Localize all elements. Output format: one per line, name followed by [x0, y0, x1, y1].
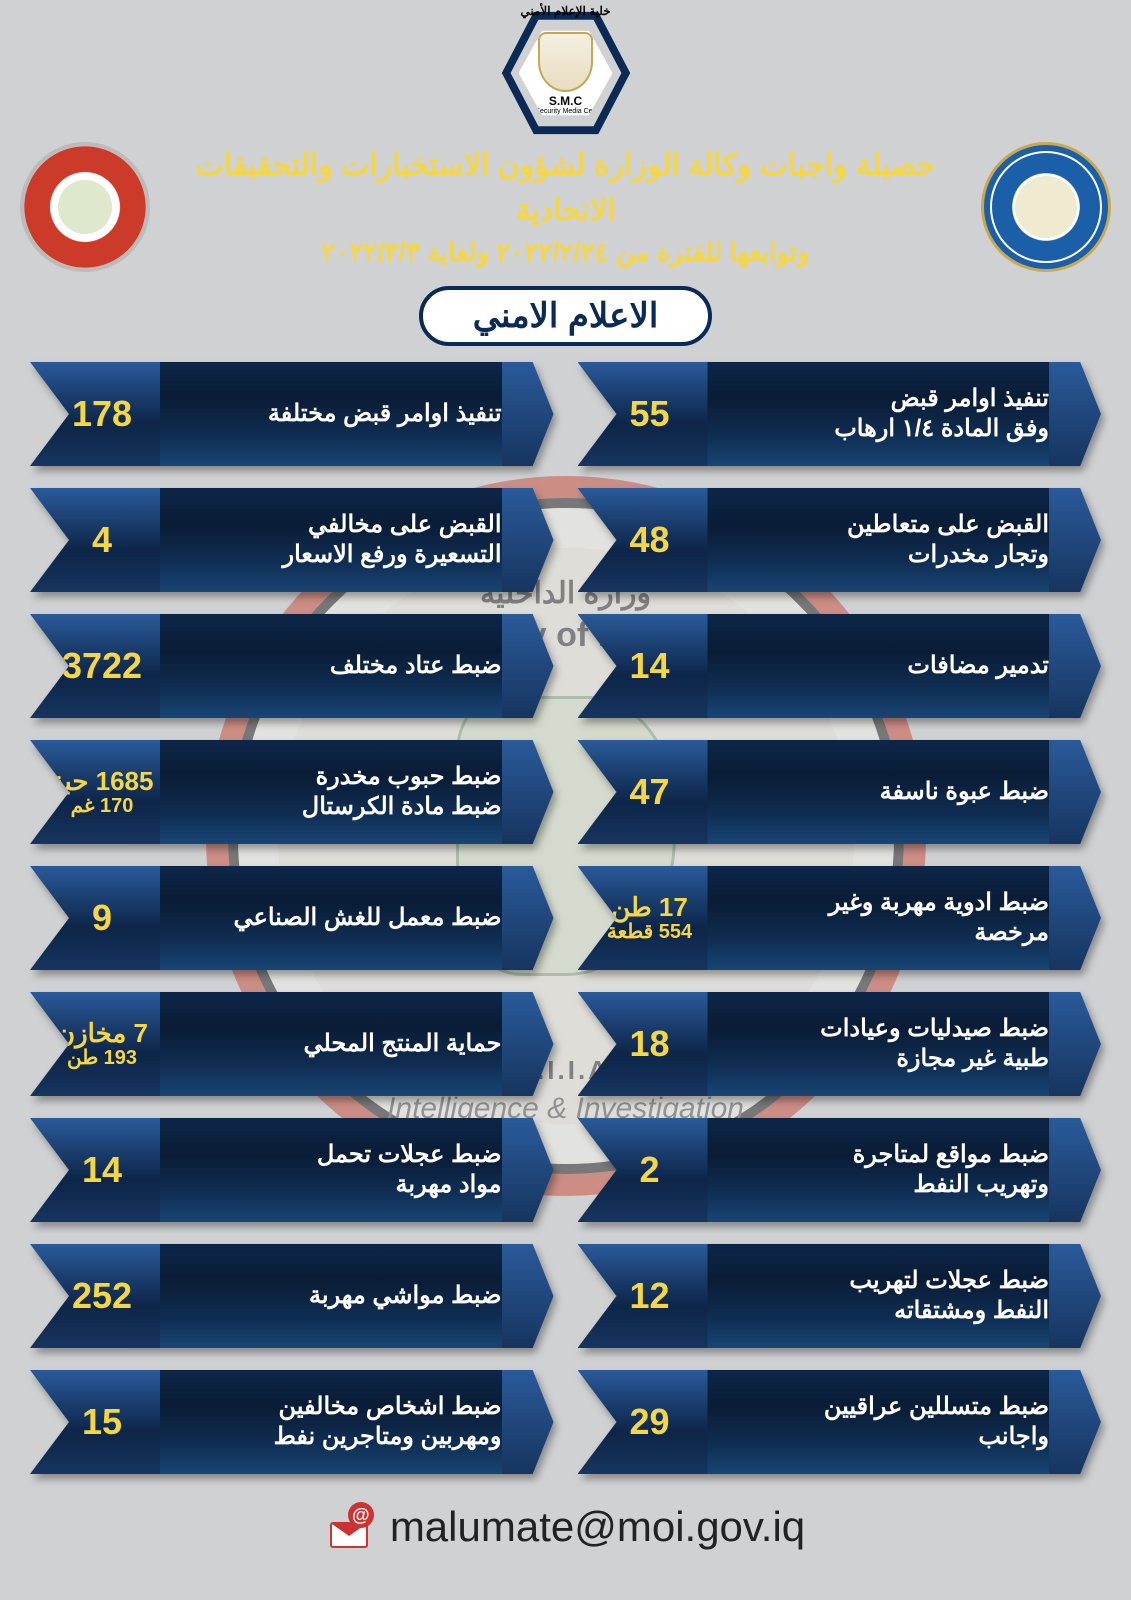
stat-value: 55 — [578, 362, 708, 466]
stat-value: 12 — [578, 1244, 708, 1348]
arrow-cap-icon — [1049, 740, 1101, 844]
stat-card: ضبط ادوية مهربة وغيرمرخصة17 طن554 قطعة — [578, 866, 1102, 970]
stat-card: ضبط مواشي مهربة252 — [30, 1244, 554, 1348]
arrow-cap-icon — [1049, 1244, 1101, 1348]
stat-label: ضبط عبوة ناسفة — [707, 740, 1070, 844]
stat-value: 3722 — [30, 614, 160, 718]
arrow-cap-icon — [1049, 488, 1101, 592]
stat-label: ضبط اشخاص مخالفينومهربين ومتاجرين نفط — [159, 1370, 522, 1474]
fiia-seal-left — [20, 142, 150, 272]
arrow-cap-icon — [502, 1370, 554, 1474]
badge-top-text: خلية الإعلام الأمني — [501, 4, 631, 18]
stat-value: 14 — [578, 614, 708, 718]
stat-label: ضبط متسللين عراقيينواجانب — [707, 1370, 1070, 1474]
arrow-cap-icon — [502, 866, 554, 970]
stat-card: ضبط عجلات تحملمواد مهربة14 — [30, 1118, 554, 1222]
stat-label: ضبط حبوب مخدرةضبط مادة الكرستال — [159, 740, 522, 844]
stat-card: ضبط متسللين عراقيينواجانب29 — [578, 1370, 1102, 1474]
stat-value: 4 — [30, 488, 160, 592]
stat-card: حماية المنتج المحلي7 مخازن193 طن — [30, 992, 554, 1096]
stat-value: 178 — [30, 362, 160, 466]
title-line1: حصيلة واجبات وكالة الوزارة لشؤون الاستخب… — [162, 143, 969, 233]
stat-card: ضبط مواقع لمتاجرةوتهريب النفط2 — [578, 1118, 1102, 1222]
stat-card: القبض على متعاطينوتجار مخدرات48 — [578, 488, 1102, 592]
section-label: الاعلام الامني — [419, 286, 713, 346]
arrow-cap-icon — [502, 614, 554, 718]
smc-hex-badge: خلية الإعلام الأمني S.M.C Security Media… — [501, 8, 631, 138]
arrow-cap-icon — [502, 1118, 554, 1222]
stat-card: ضبط حبوب مخدرةضبط مادة الكرستال1685 حبة1… — [30, 740, 554, 844]
stat-label: ضبط عتاد مختلف — [159, 614, 522, 718]
stat-value: 9 — [30, 866, 160, 970]
arrow-cap-icon — [1049, 614, 1101, 718]
stat-value: 48 — [578, 488, 708, 592]
stat-label: تنفيذ اوامر قبض مختلفة — [159, 362, 522, 466]
arrow-cap-icon — [1049, 866, 1101, 970]
stat-card: القبض على مخالفيالتسعيرة ورفع الاسعار4 — [30, 488, 554, 592]
header: خلية الإعلام الأمني S.M.C Security Media… — [0, 0, 1131, 272]
stats-grid: تنفيذ اوامر قبضوفق المادة ١/٤ ارهاب55تنف… — [0, 356, 1131, 1484]
stat-value: 15 — [30, 1370, 160, 1474]
stat-card: تدمير مضافات14 — [578, 614, 1102, 718]
stat-value: 7 مخازن193 طن — [30, 992, 160, 1096]
arrow-cap-icon — [502, 488, 554, 592]
moi-seal-right — [981, 142, 1111, 272]
stat-card: ضبط عبوة ناسفة47 — [578, 740, 1102, 844]
page-title: حصيلة واجبات وكالة الوزارة لشؤون الاستخب… — [162, 143, 969, 272]
stat-label: تدمير مضافات — [707, 614, 1070, 718]
stat-label: القبض على متعاطينوتجار مخدرات — [707, 488, 1070, 592]
stat-card: تنفيذ اوامر قبضوفق المادة ١/٤ ارهاب55 — [578, 362, 1102, 466]
arrow-cap-icon — [502, 992, 554, 1096]
stat-label: ضبط مواقع لمتاجرةوتهريب النفط — [707, 1118, 1070, 1222]
footer-email: malumate@moi.gov.iq — [390, 1503, 805, 1551]
stat-card: تنفيذ اوامر قبض مختلفة178 — [30, 362, 554, 466]
footer: @ malumate@moi.gov.iq — [0, 1502, 1131, 1552]
stat-label: ضبط ادوية مهربة وغيرمرخصة — [707, 866, 1070, 970]
arrow-cap-icon — [502, 740, 554, 844]
title-line2: وتوابعها للفترة من ٢٠٢٢/٢/٢٤ ولغاية ٢٠٢٢… — [162, 233, 969, 272]
arrow-cap-icon — [1049, 1118, 1101, 1222]
stat-card: ضبط عجلات لتهريبالنفط ومشتقاته12 — [578, 1244, 1102, 1348]
arrow-cap-icon — [502, 362, 554, 466]
stat-value: 2 — [578, 1118, 708, 1222]
stat-card: ضبط عتاد مختلف3722 — [30, 614, 554, 718]
arrow-cap-icon — [1049, 362, 1101, 466]
stat-label: ضبط عجلات لتهريبالنفط ومشتقاته — [707, 1244, 1070, 1348]
stat-card: ضبط صيدليات وعياداتطبية غير مجازة18 — [578, 992, 1102, 1096]
stat-value: 1685 حبة170 غم — [30, 740, 160, 844]
stat-value: 14 — [30, 1118, 160, 1222]
stat-label: ضبط مواشي مهربة — [159, 1244, 522, 1348]
stat-value: 47 — [578, 740, 708, 844]
stat-label: تنفيذ اوامر قبضوفق المادة ١/٤ ارهاب — [707, 362, 1070, 466]
arrow-cap-icon — [502, 1244, 554, 1348]
stat-value: 29 — [578, 1370, 708, 1474]
stat-value: 252 — [30, 1244, 160, 1348]
arrow-cap-icon — [1049, 1370, 1101, 1474]
stat-card: ضبط معمل للغش الصناعي9 — [30, 866, 554, 970]
stat-label: حماية المنتج المحلي — [159, 992, 522, 1096]
stat-label: القبض على مخالفيالتسعيرة ورفع الاسعار — [159, 488, 522, 592]
shield-icon — [538, 32, 593, 92]
stat-card: ضبط اشخاص مخالفينومهربين ومتاجرين نفط15 — [30, 1370, 554, 1474]
stat-label: ضبط عجلات تحملمواد مهربة — [159, 1118, 522, 1222]
stat-label: ضبط صيدليات وعياداتطبية غير مجازة — [707, 992, 1070, 1096]
mail-icon: @ — [326, 1502, 376, 1552]
stat-label: ضبط معمل للغش الصناعي — [159, 866, 522, 970]
stat-value: 18 — [578, 992, 708, 1096]
badge-sub: Security Media Cell — [535, 108, 595, 115]
stat-value: 17 طن554 قطعة — [578, 866, 708, 970]
arrow-cap-icon — [1049, 992, 1101, 1096]
badge-smc: S.M.C — [549, 94, 582, 108]
